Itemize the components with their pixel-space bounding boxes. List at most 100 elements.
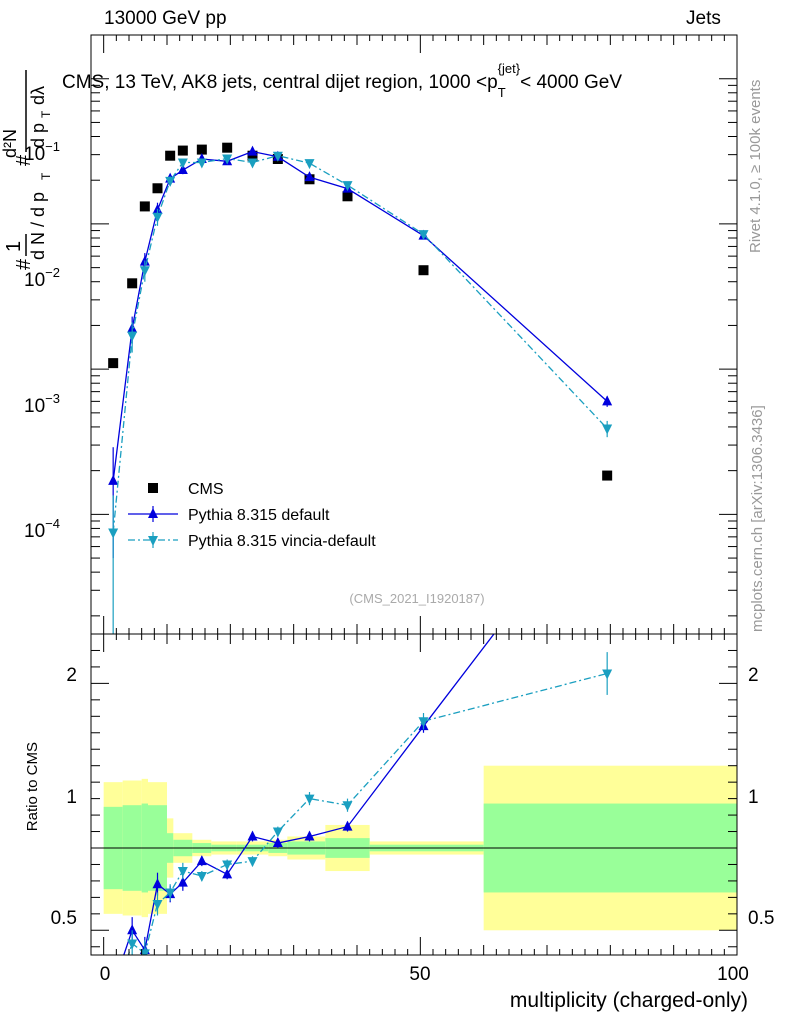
svg-text:1: 1 bbox=[3, 241, 25, 252]
data-point bbox=[108, 358, 119, 369]
ratio-point bbox=[272, 837, 283, 848]
ratio-point bbox=[177, 867, 188, 878]
data-point bbox=[602, 395, 613, 406]
legend-label: Pythia 8.315 vincia-default bbox=[188, 533, 376, 550]
data-point bbox=[222, 142, 233, 153]
tick-base: 10 bbox=[24, 396, 45, 417]
legend-label: Pythia 8.315 default bbox=[188, 507, 330, 524]
svg-text:d²N: d²N bbox=[0, 129, 20, 158]
data-point bbox=[247, 158, 258, 169]
data-point bbox=[418, 230, 429, 241]
legend-marker bbox=[148, 508, 158, 518]
legend-marker bbox=[148, 536, 158, 546]
ratio-y-axis-label: Ratio to CMS bbox=[24, 742, 41, 831]
ratio-series-group bbox=[123, 634, 613, 955]
svg-text:d N / d p: d N / d p bbox=[28, 192, 48, 260]
x-tick-label: 50 bbox=[409, 964, 430, 985]
ratio-point bbox=[152, 878, 163, 889]
ratio-point bbox=[247, 857, 258, 868]
tick-base: 10 bbox=[24, 521, 45, 542]
main-y-tick-label: 10−4 bbox=[24, 516, 60, 542]
x-axis-label: multiplicity (charged-only) bbox=[510, 989, 748, 1012]
data-point bbox=[247, 150, 258, 161]
data-point bbox=[139, 266, 150, 277]
svg-text:T: T bbox=[39, 172, 53, 180]
channel-label: Jets bbox=[686, 8, 721, 29]
data-point bbox=[108, 528, 119, 539]
ratio-point bbox=[304, 830, 315, 841]
title-before: CMS, 13 TeV, AK8 jets, central dijet reg… bbox=[62, 72, 498, 93]
axis-frames bbox=[90, 34, 738, 956]
ratio-point bbox=[247, 830, 258, 841]
ratio-point bbox=[152, 899, 163, 910]
data-point bbox=[165, 150, 176, 161]
ratio-point bbox=[196, 855, 207, 866]
ratio-y-tick-label-right: 2 bbox=[748, 665, 759, 686]
ratio-y-tick-label: 1 bbox=[66, 787, 77, 808]
tick-exp: −1 bbox=[45, 139, 60, 154]
data-point bbox=[152, 183, 163, 194]
data-point bbox=[108, 474, 119, 485]
ratio-y-tick-label-right: 1 bbox=[748, 787, 759, 808]
data-point bbox=[152, 212, 163, 223]
mcplots-label: mcplots.cern.ch [arXiv:1306.3436] bbox=[749, 405, 766, 632]
main-y-tick-label: 10−1 bbox=[24, 139, 60, 165]
title-after: < 4000 GeV bbox=[520, 72, 622, 93]
ratio-point bbox=[222, 860, 233, 871]
data-point bbox=[196, 144, 207, 155]
data-point bbox=[177, 158, 188, 169]
data-point bbox=[177, 145, 188, 156]
svg-text:T: T bbox=[39, 110, 53, 118]
ratio-point bbox=[418, 717, 429, 728]
data-point bbox=[196, 158, 207, 169]
data-point bbox=[127, 331, 138, 342]
legend-marker bbox=[148, 483, 158, 493]
title-subscript: T bbox=[498, 85, 506, 100]
ratio-line bbox=[127, 672, 608, 955]
rivet-version-label: Rivet 4.1.0, ≥ 100k events bbox=[747, 79, 764, 253]
svg-text:#: # bbox=[13, 154, 35, 166]
data-point bbox=[177, 164, 188, 175]
ratio-point bbox=[272, 827, 283, 838]
ratio-point bbox=[342, 801, 353, 812]
data-point bbox=[127, 278, 138, 289]
ratio-frame bbox=[90, 633, 738, 956]
chart-title: CMS, 13 TeV, AK8 jets, central dijet reg… bbox=[62, 61, 622, 100]
ratio-y-tick-label: 0.5 bbox=[51, 908, 77, 929]
axis-ticks bbox=[91, 34, 738, 955]
legend-label: CMS bbox=[188, 481, 224, 498]
ratio-point bbox=[127, 924, 138, 935]
data-point bbox=[222, 154, 233, 165]
series-line bbox=[112, 155, 608, 533]
tick-exp: −3 bbox=[45, 391, 60, 406]
tick-base: 10 bbox=[24, 144, 45, 165]
ratio-line bbox=[123, 634, 495, 955]
tick-base: 10 bbox=[24, 270, 45, 291]
ratio-point bbox=[196, 871, 207, 882]
x-tick-label: 100 bbox=[717, 964, 749, 985]
title-superscript: {jet} bbox=[498, 61, 521, 76]
watermark: (CMS_2021_I1920187) bbox=[349, 591, 484, 606]
data-point bbox=[247, 145, 258, 156]
ratio-point bbox=[139, 949, 150, 955]
data-point bbox=[304, 171, 315, 182]
tick-exp: −2 bbox=[45, 265, 60, 280]
data-point bbox=[602, 424, 613, 435]
ratio-point bbox=[222, 868, 233, 879]
ratio-y-tick-label-right: 0.5 bbox=[748, 908, 774, 929]
data-point bbox=[602, 470, 613, 481]
data-point bbox=[304, 159, 315, 170]
series-2 bbox=[108, 151, 613, 634]
ratio-point bbox=[304, 794, 315, 805]
svg-text:d p: d p bbox=[28, 123, 48, 148]
legend: CMS Pythia 8.315 default Pythia 8.315 vinc… bbox=[128, 481, 376, 550]
data-point bbox=[342, 181, 353, 192]
svg-text:dλ: dλ bbox=[28, 86, 48, 105]
svg-text:#: # bbox=[13, 258, 35, 270]
data-point bbox=[165, 176, 176, 187]
ratio-series-1 bbox=[127, 652, 613, 955]
data-point bbox=[418, 265, 429, 276]
tick-exp: −4 bbox=[45, 516, 60, 531]
ratio-point bbox=[342, 820, 353, 831]
